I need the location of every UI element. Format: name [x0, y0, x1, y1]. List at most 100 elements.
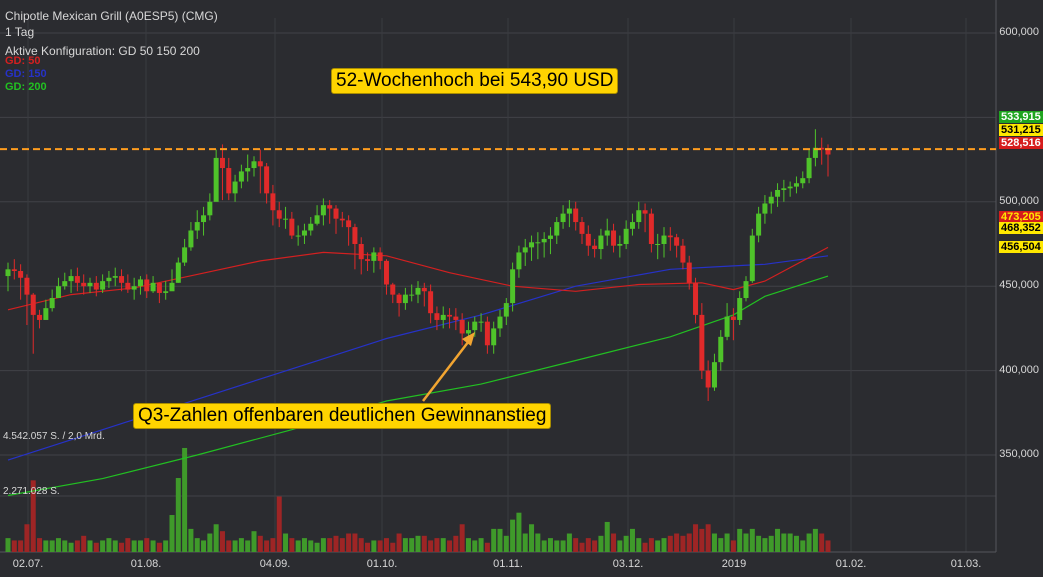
volume-bar [617, 540, 623, 552]
candle-body [730, 316, 736, 320]
candle-body [131, 286, 137, 290]
volume-bar [636, 538, 642, 552]
candle-body [339, 218, 345, 221]
volume-bar [825, 540, 831, 552]
volume-bar [194, 538, 200, 552]
candle-body [402, 294, 408, 304]
candle-body [484, 321, 490, 346]
y-tick-label: 400,000 [999, 363, 1039, 376]
volume-bar [459, 524, 465, 552]
candle-body [377, 252, 383, 261]
candle-body [699, 314, 705, 371]
candle-body [295, 235, 301, 237]
q3-arrow-head [462, 332, 475, 346]
volume-bar [497, 528, 503, 552]
volume-bar [68, 542, 74, 552]
candle-body [320, 205, 326, 216]
candle-body [472, 321, 478, 331]
volume-bar [718, 538, 724, 552]
candle-body [434, 313, 440, 320]
candle-body [768, 196, 774, 204]
volume-bar [169, 515, 175, 552]
volume-bar [251, 531, 257, 552]
volume-bar [730, 540, 736, 552]
candle-body [585, 233, 591, 246]
candle-body [289, 218, 295, 236]
candle-body [226, 168, 232, 194]
candle-body [491, 328, 497, 346]
volume-bar [55, 538, 61, 552]
volume-bar [207, 533, 213, 552]
volume-bar [301, 538, 307, 552]
volume-bar [554, 540, 560, 552]
candle-body [245, 168, 251, 172]
volume-bar [478, 538, 484, 552]
volume-bar [472, 540, 478, 552]
volume-bar [724, 533, 730, 552]
candle-body [37, 314, 43, 320]
volume-bar [377, 540, 383, 552]
volume-bar [806, 533, 812, 552]
volume-bar [781, 533, 787, 552]
candle-body [30, 294, 36, 315]
volume-bar [592, 540, 598, 552]
candle-body [156, 282, 162, 293]
volume-bar [276, 496, 282, 552]
volume-bar [573, 538, 579, 552]
volume-bar [579, 542, 585, 552]
candle-body [390, 284, 396, 295]
volume-bar [219, 531, 225, 552]
volume-bar [93, 542, 99, 552]
candle-body [737, 298, 743, 320]
candle-body [529, 242, 535, 248]
volume-bar [62, 540, 68, 552]
x-tick-label: 04.09. [259, 558, 291, 570]
volume-bar [232, 540, 238, 552]
candle-body [238, 171, 244, 182]
candle-body [447, 314, 453, 317]
volume-bar [775, 528, 781, 552]
volume-bar [503, 535, 509, 552]
y-tick-label: 450,000 [999, 279, 1039, 292]
candle-body [535, 242, 541, 244]
candle-body [11, 269, 17, 272]
volume-bar [768, 535, 774, 552]
volume-bar [5, 538, 11, 552]
y-tick-label: 350,000 [999, 448, 1039, 460]
candle-body [674, 237, 680, 246]
candle-body [800, 178, 806, 184]
candle-body [718, 336, 724, 363]
candle-body [497, 316, 503, 329]
volume-bar [667, 535, 673, 552]
volume-bar [529, 524, 535, 552]
candle-body [68, 276, 74, 282]
volume-bar [434, 538, 440, 552]
candle-body [283, 218, 289, 220]
candle-body [775, 189, 781, 197]
candle-body [636, 210, 642, 223]
volume-bar [106, 538, 112, 552]
candle-body [49, 298, 55, 309]
volume-bar [264, 540, 270, 552]
volume-bar [30, 480, 36, 552]
candle-body [251, 161, 257, 169]
volume-bar [163, 540, 169, 552]
candle-body [655, 244, 661, 245]
x-tick-label: 01.10. [366, 558, 398, 570]
x-tick-label: 03.12. [612, 558, 644, 570]
volume-bar [756, 535, 762, 552]
candle-body [257, 161, 263, 167]
candle-body [592, 245, 598, 250]
candle-body [207, 201, 213, 216]
volume-bar [333, 535, 339, 552]
volume-bar [693, 524, 699, 552]
volume-bar [674, 533, 680, 552]
candle-body [812, 147, 818, 158]
candle-body [604, 230, 610, 236]
volume-bar [661, 538, 667, 552]
volume-bar [812, 528, 818, 552]
volume-bar [800, 540, 806, 552]
volume-bar [18, 540, 24, 552]
candle-body [276, 210, 282, 219]
